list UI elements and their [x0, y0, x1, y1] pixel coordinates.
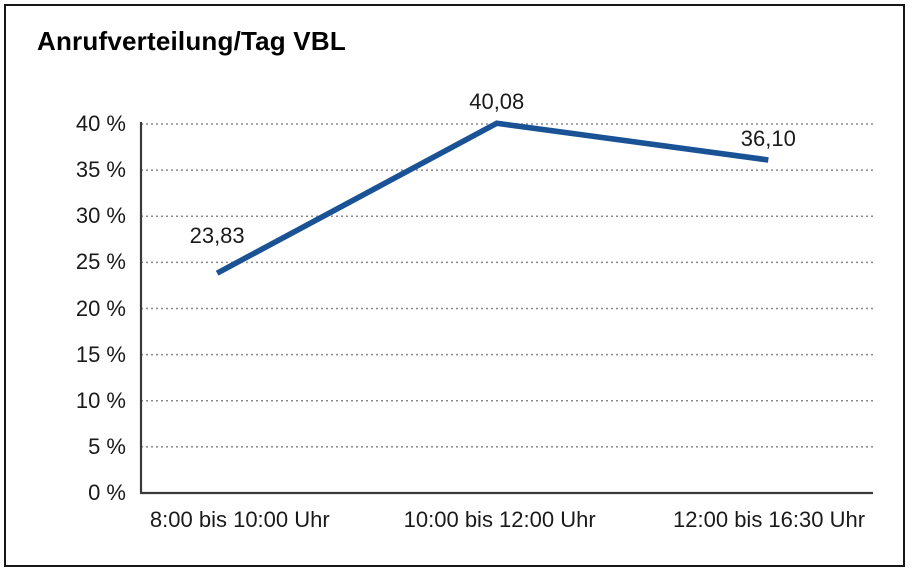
y-tick-label: 0 % [88, 480, 126, 505]
y-tick-label: 35 % [75, 157, 126, 183]
data-point-label: 40,08 [469, 89, 525, 115]
data-line [215, 120, 769, 276]
y-tick-label: 40 % [75, 111, 126, 136]
data-point-label: 36,10 [740, 125, 796, 151]
x-category-label: 12:00 bis 16:30 Uhr [673, 507, 866, 532]
data-point-label: 23,83 [189, 223, 245, 249]
x-category-label: 10:00 bis 12:00 Uhr [403, 507, 596, 532]
y-tick-label: 30 % [75, 203, 126, 229]
x-category-label: 8:00 bis 10:00 Uhr [149, 507, 330, 532]
y-tick-label: 10 % [75, 387, 126, 413]
y-tick-label: 5 % [88, 433, 126, 459]
y-tick-label: 20 % [75, 295, 126, 321]
chart-frame [4, 4, 905, 567]
chart-title: Anrufverteilung/Tag VBL [37, 26, 346, 56]
y-tick-label: 15 % [75, 341, 126, 367]
y-tick-label: 25 % [75, 249, 126, 275]
